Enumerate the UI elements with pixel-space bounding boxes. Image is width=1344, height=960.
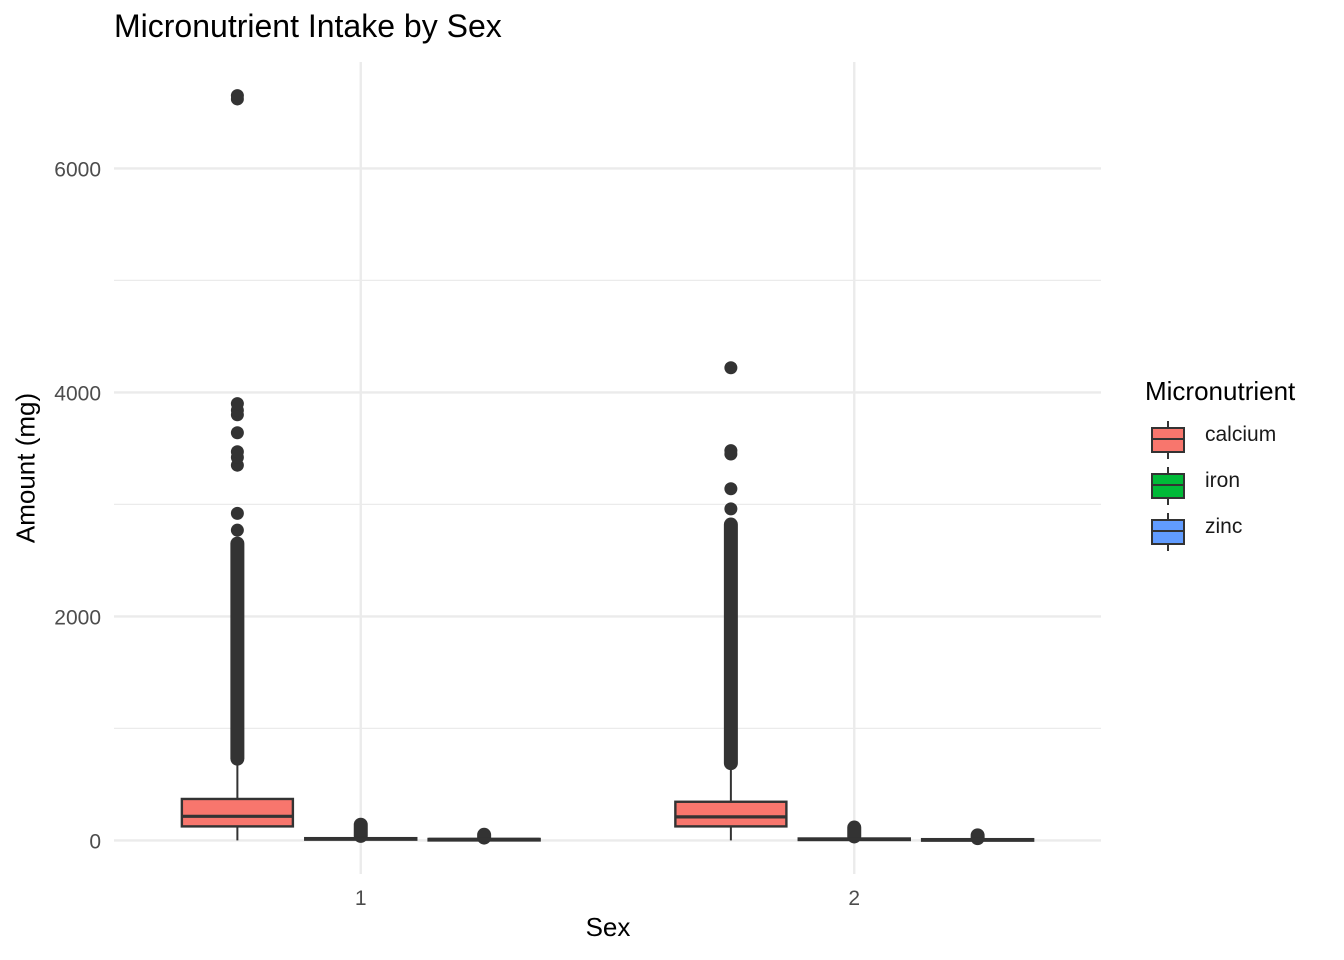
box-iron-1	[304, 817, 418, 843]
y-axis-label: Amount (mg)	[10, 392, 41, 544]
outlier-point	[230, 89, 244, 103]
box-calcium-1	[180, 89, 295, 841]
legend: Micronutrient calcium iron zinc	[1145, 376, 1295, 555]
box-iqr	[180, 797, 295, 828]
outlier-band	[230, 536, 245, 766]
y-tick-label: 4000	[54, 382, 101, 405]
legend-label-calcium: calcium	[1205, 423, 1277, 446]
y-tick-label: 0	[89, 830, 101, 853]
box-zinc-2	[920, 828, 1035, 846]
outlier-band	[353, 817, 368, 843]
outlier-band	[970, 828, 985, 846]
box-iqr	[674, 800, 788, 828]
outlier-point	[724, 502, 738, 516]
box-zinc-1	[427, 827, 541, 845]
outlier-band	[723, 517, 738, 771]
legend-item-calcium: calcium	[1145, 417, 1295, 463]
outlier-point	[724, 361, 738, 375]
outlier-band	[477, 827, 492, 845]
x-tick-label: 2	[848, 887, 860, 910]
legend-key-iron	[1151, 467, 1185, 505]
y-tick-label: 6000	[54, 158, 101, 181]
legend-title: Micronutrient	[1145, 376, 1296, 406]
outlier-point	[230, 445, 244, 459]
y-tick-label: 2000	[54, 606, 101, 629]
legend-label-iron: iron	[1205, 469, 1241, 492]
legend-item-zinc: zinc	[1145, 509, 1295, 555]
chart-title: Micronutrient Intake by Sex	[114, 8, 502, 44]
legend-item-iron: iron	[1145, 463, 1295, 509]
outlier-point	[724, 444, 738, 458]
x-tick-label: 1	[355, 887, 367, 910]
outlier-point	[230, 523, 244, 537]
outlier-point	[724, 482, 738, 496]
legend-key-calcium	[1151, 421, 1185, 459]
plot-area: 0 2000 4000 6000 1 2	[54, 62, 1101, 910]
box-calcium-2	[674, 361, 788, 841]
outlier-point	[230, 506, 244, 520]
legend-label-zinc: zinc	[1205, 515, 1243, 538]
box-iron-2	[797, 820, 911, 844]
legend-key-zinc	[1151, 513, 1185, 551]
outlier-point	[230, 397, 244, 411]
outlier-point	[230, 426, 244, 440]
x-axis-label: Sex	[585, 912, 631, 942]
